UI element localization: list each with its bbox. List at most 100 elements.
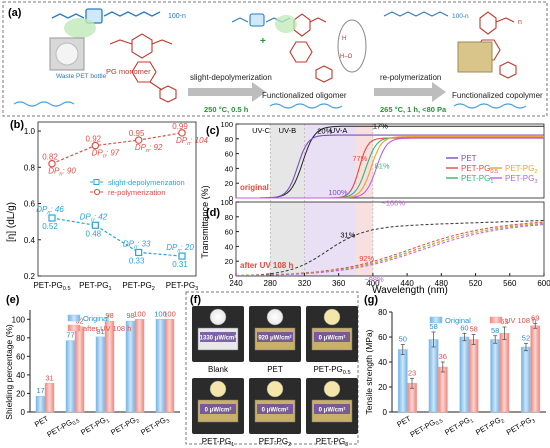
point-b: [178, 129, 186, 137]
panel-cd: (c) (d) Transmittance (%) Wavelength (nm…: [200, 120, 550, 296]
bar-0: [459, 336, 470, 413]
panel-b: (b) [η] (dL/g) 0.2 0.4 0.6 0.8 1.0 PET-PG0.5 P…: [6, 119, 209, 292]
meter-reading: 0 μW/cm²: [319, 407, 346, 414]
xtick-label-b: PET-PG2: [122, 281, 154, 292]
xtick-label-b: PET-PG0.5: [33, 281, 70, 292]
panel-g: (g) Tensile strength (MPa) 0 20 40 60 80 PET 5…: [364, 294, 546, 441]
dp-label-b: DPn: 92: [135, 143, 163, 154]
meter-reading: 920 μW/cm²: [258, 335, 291, 342]
xtick-label: PET-PG2: [109, 414, 141, 439]
tag-after-uv: after UV 108 h: [240, 261, 293, 270]
band-label-uvb: UV-B: [279, 126, 297, 135]
ytick-label: 40: [16, 371, 25, 380]
xtick-label-b: PET-PG3: [166, 281, 198, 292]
ytick-label-b: 0.2: [24, 272, 36, 281]
tile-label: PET-PG1: [202, 437, 234, 448]
ytick-label: 20: [378, 383, 387, 392]
meter-reading: 0 μW/cm²: [319, 335, 346, 342]
ytick-label-c: 100: [220, 120, 233, 129]
ytick-label: 60: [16, 352, 25, 361]
ho-highlight: [337, 19, 367, 73]
ytick-label-d: 100: [220, 198, 233, 207]
meter-display: [257, 404, 293, 414]
annot-c-100: 100%: [328, 188, 348, 197]
bar-1: [74, 326, 85, 413]
value-label-b: 0.48: [86, 229, 102, 238]
dp-label-b: DPn: 20: [166, 243, 194, 254]
arrow-step2: re-polymerization 265 °C, 1 h, <80 Pa: [374, 73, 447, 114]
bar-value-label: 58: [491, 326, 499, 335]
ytick-label-c: 60: [225, 150, 233, 159]
lamp-icon: [266, 308, 284, 326]
value-label-b: 0.92: [86, 135, 102, 144]
value-label-b: 0.31: [172, 260, 188, 269]
panel-d-xlabel: Wavelength (nm): [372, 285, 448, 296]
annot-c-17: 17%: [373, 121, 388, 130]
chem-ho: H–O: [340, 54, 353, 60]
edge-band-c: [355, 124, 373, 198]
bar-1: [499, 333, 510, 413]
annot-c-20: 20%: [317, 127, 332, 136]
ytick-label-b: 0.8: [24, 163, 36, 172]
series-line-1: [51, 132, 183, 165]
bar-value-label: 50: [399, 335, 407, 344]
bar-0: [490, 339, 501, 413]
plus-sign: +: [260, 36, 266, 47]
plot-frame-d: [235, 201, 545, 277]
curve-reference-c: [236, 125, 544, 199]
meter-display: [257, 332, 293, 342]
legend-label: Original: [445, 316, 471, 325]
oligomer-label: Functionalized oligomer: [262, 91, 347, 100]
step2-label: re-polymerization: [380, 73, 441, 82]
legend-marker-b: [93, 188, 101, 196]
bar-0: [155, 319, 166, 413]
chem-h: H: [342, 36, 346, 42]
curve-c-PET-PG3: [236, 137, 544, 199]
copolymer-label: Functionalized copolymer: [452, 91, 543, 100]
point-b: [91, 221, 99, 229]
xtick-label: PET-PG0.5: [409, 414, 445, 441]
panel-a: (a) 100-n Waste PET bottle PG monomer sl…: [2, 1, 548, 117]
band-label-uva: UV-A: [330, 126, 348, 135]
waste-label: Waste PET bottle: [56, 73, 107, 80]
curve-d-PET: [236, 220, 545, 277]
point-b: [178, 252, 186, 260]
bar-1: [437, 366, 448, 413]
legend-label-b: slight-depolymerization: [108, 178, 185, 187]
legend-label-c: PET-PG1: [461, 174, 493, 185]
point-b: [134, 136, 143, 144]
bar-0: [397, 349, 408, 413]
bar-value-label: 58: [469, 325, 477, 334]
bar-1: [44, 383, 55, 413]
bar-1: [530, 325, 541, 413]
xtick-label: PET-PG3: [505, 414, 537, 439]
bar-value-label: 100: [154, 309, 167, 318]
panel-b-letter: (b): [10, 119, 24, 131]
panel-e-ylabel: Shielding percentage (%): [4, 324, 14, 420]
bar-value-label: 98: [105, 311, 113, 320]
point-b: [48, 159, 56, 168]
ytick-label-d: 80: [225, 213, 233, 222]
meter-reading: 1330 μW/cm²: [200, 335, 237, 342]
ytick-label-b: 1.0: [24, 127, 36, 136]
value-label-b: 0.52: [42, 222, 58, 231]
xtick-label: PET-PG0.5: [45, 414, 81, 441]
dp-label-b: DPn: 90: [48, 167, 76, 178]
copolymer-photo: [457, 41, 493, 73]
ytick-label: 100: [12, 315, 26, 324]
strand-decoration: [13, 101, 527, 109]
xtick-label-d: 440: [400, 279, 414, 288]
dp-label-b: DPn: 42: [80, 212, 108, 223]
arrow-step1: slight-depolymerization 250 °C, 0.5 h: [188, 73, 272, 114]
legend-label: Original: [83, 314, 109, 323]
xtick-label: PET-PG3: [139, 414, 171, 439]
xtick-label-d: 560: [503, 279, 517, 288]
legend-label-c: PET-PG3: [505, 174, 537, 185]
bar-0: [125, 320, 136, 413]
legend-label-c: PET-PG2: [505, 164, 537, 175]
bar-0: [95, 336, 106, 413]
bar-0: [35, 395, 46, 413]
ytick-label-b: 0.4: [24, 236, 36, 245]
bar-value-label: 77: [66, 331, 74, 340]
panel-g-letter: (g): [364, 294, 378, 306]
